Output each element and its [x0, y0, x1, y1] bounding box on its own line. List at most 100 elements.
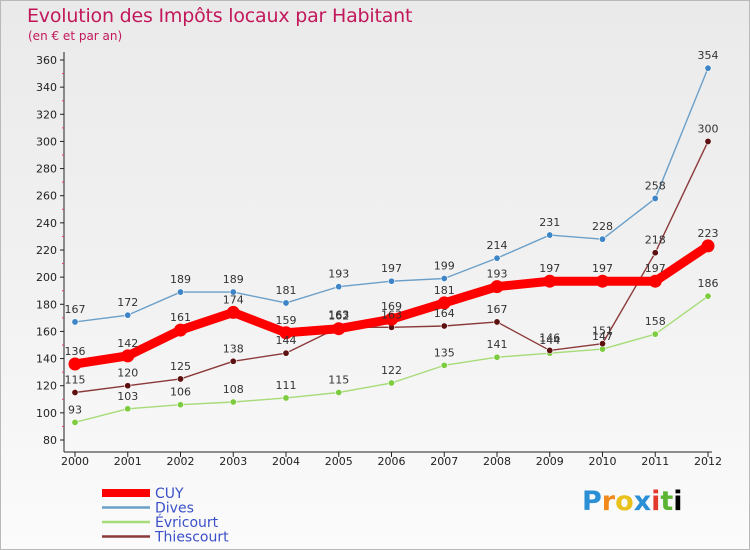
data-label: 181 [434, 284, 455, 297]
data-point [651, 249, 659, 257]
data-label: 125 [170, 360, 191, 373]
data-point [68, 357, 82, 371]
x-tick-label: 2000 [61, 455, 89, 468]
data-point [282, 394, 290, 402]
x-tick-label: 2011 [641, 455, 669, 468]
data-label: 93 [68, 403, 82, 416]
data-label: 181 [276, 284, 297, 297]
data-point [437, 296, 451, 310]
x-tick-label: 2002 [167, 455, 195, 468]
data-label: 218 [645, 234, 666, 247]
data-point [440, 274, 448, 282]
data-label: 158 [645, 315, 666, 328]
x-tick-label: 2005 [325, 455, 353, 468]
data-point [704, 137, 712, 145]
data-label: 120 [117, 367, 138, 380]
data-point [546, 231, 554, 239]
data-label: 189 [223, 273, 244, 286]
data-label: 193 [328, 268, 349, 281]
data-label: 106 [170, 386, 191, 399]
data-point [229, 398, 237, 406]
data-point [71, 418, 79, 426]
data-label: 163 [328, 308, 349, 321]
y-tick-label: 320 [36, 108, 57, 121]
data-point [71, 388, 79, 396]
data-point [71, 318, 79, 326]
data-point [385, 312, 398, 326]
data-point [279, 326, 293, 340]
data-label: 163 [381, 308, 402, 321]
data-point [701, 239, 715, 253]
data-point [440, 361, 448, 369]
logo-letter: x [633, 486, 652, 517]
x-tick-label: 2007 [430, 455, 458, 468]
data-label: 193 [487, 268, 508, 281]
y-tick-label: 80 [43, 434, 57, 447]
y-tick-label: 260 [36, 190, 57, 203]
data-point [704, 64, 712, 72]
legend-label: Thiescourt [154, 530, 229, 546]
legend-label: Dives [155, 501, 194, 517]
logo-letter: t [660, 486, 674, 517]
chart-title: Evolution des Impôts locaux par Habitant [27, 5, 413, 27]
data-point [596, 274, 609, 288]
x-tick-label: 2004 [272, 455, 300, 468]
data-point [493, 254, 501, 262]
data-label: 138 [223, 342, 244, 355]
data-label: 199 [434, 260, 455, 273]
data-label: 135 [434, 346, 455, 359]
y-tick-label: 200 [36, 271, 57, 284]
data-point [335, 283, 343, 291]
data-label: 174 [223, 293, 244, 306]
data-label: 167 [487, 303, 508, 316]
data-label: 172 [117, 296, 138, 309]
legend-label: CUY [155, 486, 184, 502]
data-point [335, 388, 343, 396]
data-point [493, 353, 501, 361]
y-tick-label: 140 [36, 353, 57, 366]
data-label: 197 [381, 262, 402, 275]
x-tick-label: 2010 [589, 455, 617, 468]
chart-subtitle: (en € et par an) [28, 29, 123, 43]
data-point [282, 349, 290, 357]
data-point [651, 330, 659, 338]
logo-letter: i [673, 486, 683, 517]
data-label: 354 [698, 49, 719, 62]
data-label: 108 [223, 383, 244, 396]
data-point [493, 318, 501, 326]
logo-letter: i [651, 486, 661, 517]
data-label: 169 [381, 300, 402, 313]
data-label: 162 [328, 310, 349, 323]
x-tick-label: 2009 [536, 455, 564, 468]
y-tick-label: 240 [36, 217, 57, 230]
data-point [282, 299, 290, 307]
data-label: 103 [117, 390, 138, 403]
data-label: 159 [276, 314, 297, 327]
data-point [543, 274, 557, 288]
data-label: 147 [592, 330, 613, 343]
y-tick-label: 220 [36, 244, 57, 257]
data-label: 161 [170, 311, 191, 324]
data-label: 300 [698, 122, 719, 135]
data-point [177, 401, 185, 409]
x-tick-label: 2006 [378, 455, 406, 468]
data-label: 164 [434, 307, 455, 320]
x-tick-label: 2001 [114, 455, 142, 468]
data-label: 167 [65, 303, 86, 316]
x-tick-label: 2008 [483, 455, 511, 468]
x-tick-label: 2012 [694, 455, 722, 468]
y-tick-label: 300 [36, 135, 57, 148]
data-label: 136 [65, 345, 86, 358]
y-tick-label: 360 [36, 54, 57, 67]
data-point [121, 349, 135, 363]
data-label: 144 [276, 334, 297, 347]
logo-letter: P [582, 486, 602, 517]
data-label: 144 [539, 334, 560, 347]
data-label: 151 [592, 325, 613, 338]
data-label: 197 [592, 262, 613, 275]
data-label: 214 [487, 239, 508, 252]
y-tick-label: 340 [36, 81, 57, 94]
y-tick-label: 280 [36, 163, 57, 176]
x-tick-label: 2003 [219, 455, 247, 468]
legend-label: Évricourt [155, 514, 219, 531]
